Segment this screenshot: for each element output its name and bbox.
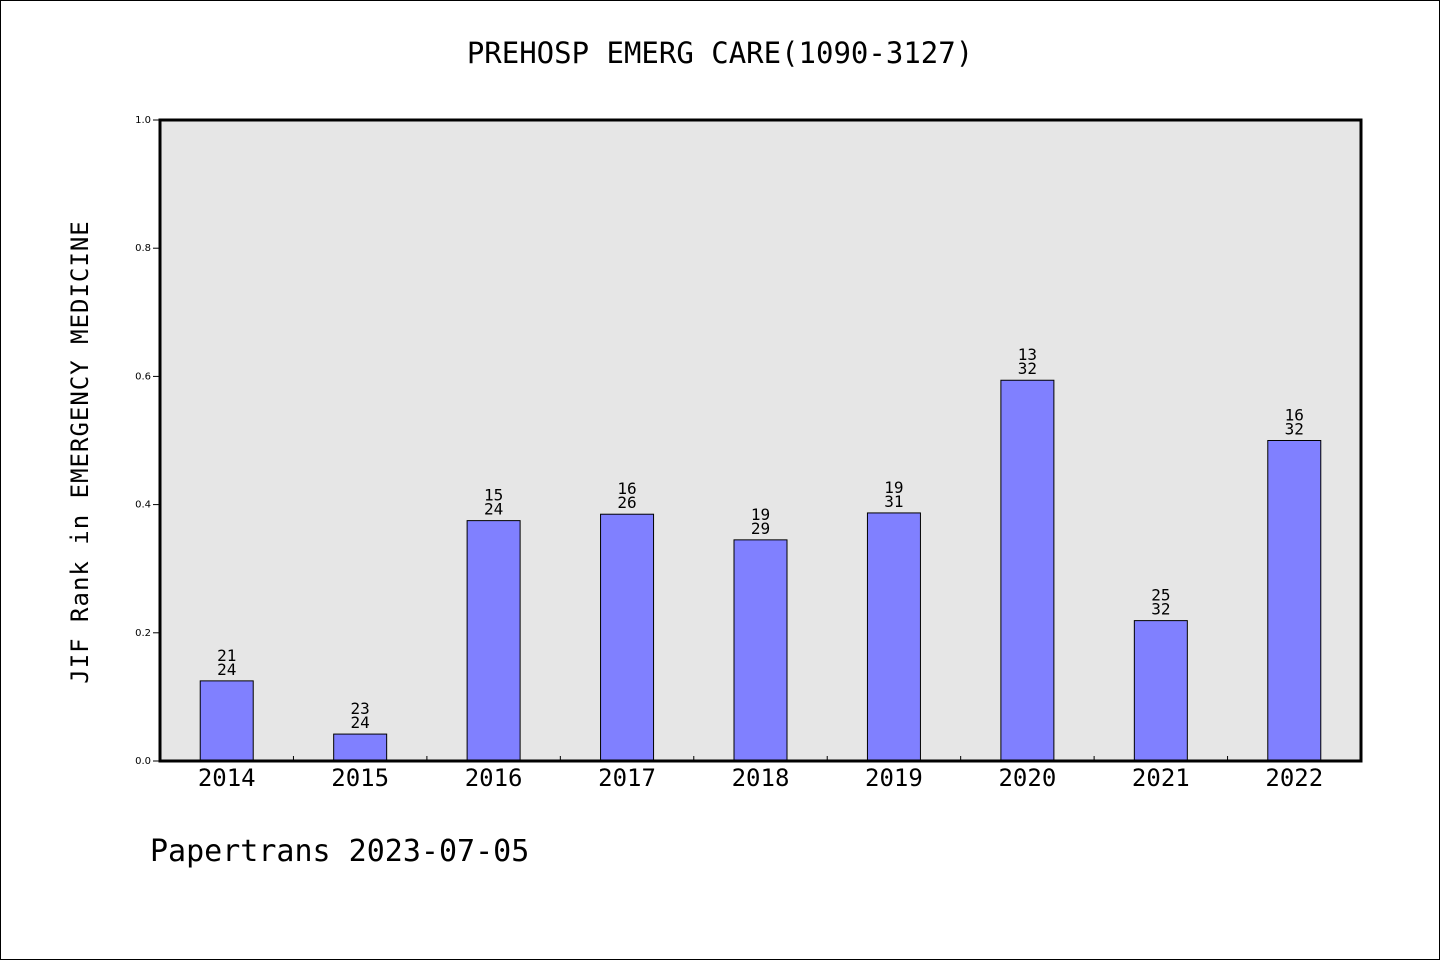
y-tick-label: 0.0: [135, 756, 151, 767]
bar-rank-label: 13: [1018, 345, 1037, 364]
bar: [466, 520, 521, 762]
bar-total-label: 26: [617, 493, 636, 512]
x-tick-label: 2019: [865, 764, 923, 792]
x-tick-label: 2015: [331, 764, 389, 792]
x-tick-label: 2020: [998, 764, 1056, 792]
x-tick-label: 2016: [465, 764, 523, 792]
bar-total-label: 32: [1018, 359, 1037, 378]
bar-total-label: 29: [751, 519, 770, 538]
bar-rank-label: 16: [617, 479, 636, 498]
bar-total-label: 31: [884, 492, 903, 511]
y-tick-label: 1.0: [135, 115, 151, 126]
y-tick-label: 0.2: [135, 628, 151, 639]
x-tick-label: 2021: [1132, 764, 1190, 792]
bar-rank-label: 19: [751, 505, 770, 524]
bar-rank-label: 15: [484, 486, 503, 505]
plot-border: [158, 118, 1363, 763]
bar-rank-label: 19: [884, 478, 903, 497]
bar: [199, 680, 254, 762]
bar-total-label: 24: [484, 500, 503, 519]
y-tick-label: 0.6: [135, 371, 151, 382]
bar-total-label: 32: [1151, 600, 1170, 619]
bar: [733, 539, 788, 762]
bar-rank-label: 16: [1285, 406, 1304, 425]
x-tick-label: 2022: [1265, 764, 1323, 792]
bar-total-label: 24: [351, 713, 370, 732]
y-tick-label: 0.8: [135, 243, 151, 254]
bar: [866, 512, 921, 762]
bar: [1000, 379, 1055, 762]
bar-total-label: 24: [217, 660, 236, 679]
x-tick-label: 2018: [732, 764, 790, 792]
x-tick-label: 2014: [198, 764, 256, 792]
bar: [1133, 620, 1188, 762]
x-tick-label: 2017: [598, 764, 656, 792]
bar: [1267, 440, 1322, 762]
bar-total-label: 32: [1285, 420, 1304, 439]
bar: [600, 513, 655, 762]
footer-credit: Papertrans 2023-07-05: [150, 834, 530, 869]
chart-title: PREHOSP EMERG CARE(1090-3127): [466, 36, 974, 70]
bar-rank-label: 21: [217, 646, 236, 665]
bar: [333, 733, 388, 762]
bar-rank-label: 25: [1151, 586, 1170, 605]
y-tick-label: 0.4: [135, 500, 151, 511]
bar-rank-label: 23: [351, 699, 370, 718]
